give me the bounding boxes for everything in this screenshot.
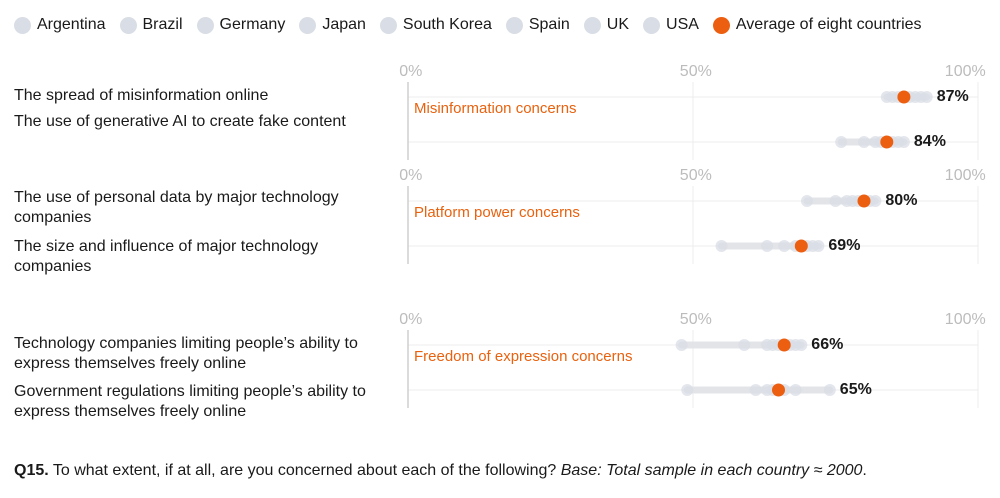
- group-label: Misinformation concerns: [414, 100, 577, 117]
- x-tick-label: 0%: [399, 167, 423, 184]
- legend-swatch: [583, 16, 601, 34]
- average-value-label: 66%: [811, 336, 844, 353]
- legend-swatch: [505, 16, 523, 34]
- question-number: Q15.: [14, 462, 49, 479]
- row-label: The use of personal data by major techno…: [14, 189, 339, 226]
- country-dot: [920, 91, 933, 103]
- legend-swatch: [196, 16, 214, 34]
- average-value-label: 69%: [828, 237, 861, 254]
- row-label: The size and influence of major technolo…: [14, 238, 319, 275]
- country-dot: [675, 339, 688, 351]
- average-dot: [777, 338, 791, 352]
- legend-item: Spain: [505, 16, 570, 34]
- country-dot: [795, 339, 808, 351]
- average-dot: [857, 194, 871, 208]
- country-dot: [749, 384, 762, 396]
- x-tick-label: 0%: [399, 311, 423, 328]
- x-tick-label: 100%: [944, 167, 986, 184]
- country-dot: [761, 240, 774, 252]
- dot-range-chart: [407, 82, 979, 408]
- legend-item: Average of eight countries: [712, 16, 922, 34]
- average-value-label: 87%: [936, 88, 969, 105]
- legend: Argentina Brazil Germany Japan South Korea Sp…: [14, 13, 922, 37]
- footnote-end: .: [862, 462, 867, 479]
- x-tick-label: 50%: [679, 167, 712, 184]
- legend-item: Argentina: [14, 16, 106, 34]
- country-dot: [778, 240, 791, 252]
- legend-label: Brazil: [142, 16, 183, 33]
- average-value-label: 65%: [839, 381, 872, 398]
- country-dot: [715, 240, 728, 252]
- country-dot: [858, 136, 870, 148]
- country-dot: [812, 240, 825, 252]
- group-label: Platform power concerns: [414, 204, 580, 221]
- row-label: Technology companies limiting people’s a…: [14, 335, 358, 372]
- average-dot: [772, 383, 785, 397]
- country-dot: [869, 195, 882, 207]
- country-dot: [801, 195, 813, 207]
- x-tick-label: 0%: [399, 63, 423, 80]
- footnote: Q15. To what extent, if at all, are you …: [14, 461, 867, 481]
- legend-swatch: [299, 16, 317, 34]
- legend-label: Germany: [219, 16, 286, 33]
- country-dot: [897, 136, 910, 148]
- legend-label: Average of eight countries: [735, 16, 922, 33]
- group-label: Freedom of expression concerns: [414, 348, 633, 365]
- legend-label: USA: [666, 16, 699, 33]
- average-value-label: 84%: [913, 133, 946, 150]
- legend-item: Japan: [299, 16, 366, 34]
- row-label: Government regulations limiting people’s…: [14, 383, 366, 420]
- x-tick-label: 100%: [944, 311, 986, 328]
- legend-swatch: [712, 16, 730, 34]
- legend-item: South Korea: [379, 16, 492, 34]
- average-value-label: 80%: [885, 192, 918, 209]
- legend-label: Spain: [528, 16, 570, 33]
- country-dot: [835, 136, 848, 148]
- average-dot: [897, 90, 911, 104]
- country-dot: [829, 195, 842, 207]
- country-dot: [823, 384, 836, 396]
- question-text: To what extent, if at all, are you conce…: [48, 462, 561, 479]
- legend-item: USA: [643, 16, 699, 34]
- legend-item: Germany: [196, 16, 286, 34]
- x-tick-label: 50%: [679, 63, 712, 80]
- x-tick-label: 100%: [944, 63, 986, 80]
- legend-item: Brazil: [119, 16, 183, 34]
- row-label: The use of generative AI to create fake …: [14, 113, 346, 130]
- legend-label: Japan: [322, 16, 366, 33]
- country-dot: [738, 339, 751, 351]
- x-tick-label: 50%: [679, 311, 712, 328]
- legend-swatch: [119, 16, 137, 34]
- legend-label: UK: [606, 16, 630, 33]
- base-note: Base: Total sample in each country ≈ 200…: [560, 462, 863, 479]
- row-label: The spread of misinformation online: [14, 87, 269, 104]
- legend-label: South Korea: [402, 16, 492, 33]
- legend-item: UK: [583, 16, 630, 34]
- legend-swatch: [14, 16, 31, 34]
- average-dot: [880, 135, 894, 149]
- country-dot: [681, 384, 694, 396]
- country-dot: [789, 384, 802, 396]
- average-dot: [794, 239, 808, 253]
- legend-swatch: [379, 16, 397, 34]
- legend-swatch: [643, 16, 661, 34]
- legend-label: Argentina: [37, 16, 106, 33]
